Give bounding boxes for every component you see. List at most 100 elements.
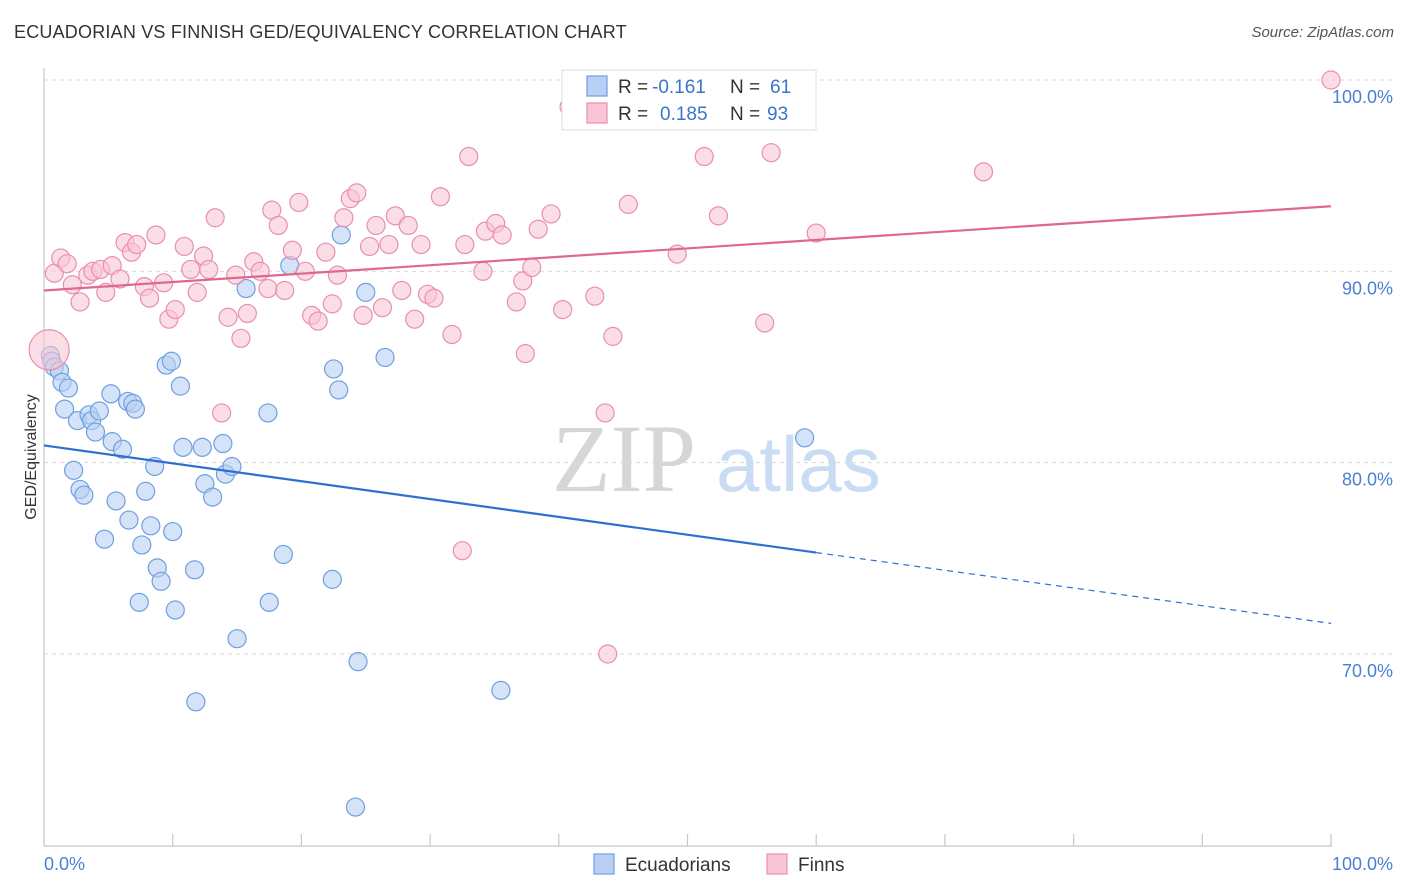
- finn-point: [398, 215, 418, 236]
- ecuadorian-point: [89, 401, 109, 421]
- ecuadorian-point: [85, 422, 106, 442]
- series-legend: Ecuadorians Finns: [593, 853, 844, 876]
- ecuadorian-point: [323, 359, 344, 379]
- finn-point: [205, 208, 225, 228]
- ecuadorian-point: [795, 428, 815, 448]
- finn-point: [57, 254, 77, 274]
- finn-point: [174, 236, 194, 257]
- finn-point: [1321, 70, 1341, 90]
- ecuadorian-point: [331, 225, 351, 245]
- finn-point: [347, 183, 367, 203]
- finn-point: [327, 265, 348, 285]
- legend-r-value-1: -0.161: [652, 77, 706, 98]
- finn-point: [316, 242, 336, 262]
- finn-point: [755, 313, 775, 333]
- finn-point: [226, 265, 246, 285]
- finn-point: [522, 257, 542, 278]
- ecuadorian-point: [173, 437, 193, 457]
- ecuadorian-point: [273, 544, 293, 565]
- finn-point: [127, 234, 147, 255]
- finn-point: [295, 261, 315, 281]
- ecuadorian-point: [151, 571, 171, 591]
- finn-point: [199, 259, 219, 280]
- finn-point: [595, 403, 615, 423]
- finn-point: [492, 225, 512, 245]
- finn-point: [708, 206, 728, 226]
- finn-point: [424, 288, 444, 308]
- finn-point: [322, 294, 342, 314]
- ecuadorians-trend-extension: [816, 551, 1332, 624]
- finn-point: [473, 261, 493, 281]
- ecuadorian-point: [345, 797, 366, 817]
- finn-point: [28, 329, 70, 371]
- y-tick-label: 80.0%: [1342, 470, 1393, 490]
- ecuadorian-point: [132, 535, 152, 555]
- finn-point: [275, 280, 295, 301]
- finn-point: [237, 303, 257, 324]
- legend-n-value-1: 61: [770, 77, 791, 98]
- finn-point: [459, 146, 479, 167]
- ecuadorian-point: [163, 521, 183, 542]
- finn-point: [585, 286, 605, 306]
- ecuadorian-point: [375, 347, 395, 368]
- ecuadorian-point: [64, 460, 84, 480]
- finn-point: [62, 275, 82, 295]
- grid-lines: [44, 79, 1392, 655]
- ecuadorian-point: [186, 692, 206, 712]
- ecuadorian-point: [136, 481, 156, 501]
- finn-point: [360, 236, 380, 257]
- finn-point: [218, 307, 238, 327]
- ecuadorian-point: [348, 652, 368, 672]
- source-label: Source: ZipAtlas.com: [1251, 24, 1394, 41]
- x-tick-label-min: 0.0%: [44, 854, 85, 874]
- ecuadorian-point: [106, 491, 126, 511]
- ecuadorian-point: [213, 433, 233, 454]
- finn-point: [973, 162, 994, 182]
- trend-lines: [43, 205, 1332, 624]
- finn-point: [618, 194, 638, 214]
- finn-point: [139, 288, 160, 308]
- legend-r-value-2: 0.185: [660, 104, 708, 125]
- finn-point: [541, 204, 561, 224]
- legend-r-label-1: R =: [618, 77, 648, 98]
- ecuadorian-point: [227, 629, 247, 649]
- finn-point: [553, 300, 573, 320]
- finn-point: [385, 206, 405, 226]
- finn-point: [603, 326, 623, 346]
- finn-point: [411, 234, 431, 255]
- y-axis-label: GED/Equivalency: [23, 394, 40, 519]
- y-tick-label: 70.0%: [1342, 661, 1393, 681]
- ecuadorians-points: [40, 225, 815, 817]
- finn-point: [372, 298, 393, 318]
- ecuadorian-point: [258, 403, 278, 423]
- legend-pink-swatch: [586, 102, 608, 124]
- finn-point: [761, 143, 781, 163]
- ecuadorian-point: [329, 380, 349, 400]
- y-tick-label: 90.0%: [1342, 278, 1393, 298]
- legend-n-label-1: N =: [730, 77, 760, 98]
- finn-point: [334, 208, 354, 228]
- ecuadorian-point: [161, 351, 182, 371]
- finn-point: [353, 305, 373, 325]
- finn-point: [528, 219, 548, 239]
- y-tick-labels: 70.0% 80.0% 90.0% 100.0%: [1332, 87, 1393, 681]
- finn-point: [282, 240, 302, 260]
- ecuadorian-point: [119, 510, 139, 530]
- correlation-legend: R = -0.161 N = 61 R = 0.185 N = 93: [561, 69, 817, 131]
- bottom-legend-finns: Finns: [798, 855, 844, 876]
- y-tick-label: 100.0%: [1332, 87, 1393, 107]
- finn-point: [231, 328, 251, 348]
- ecuadorian-point: [141, 516, 161, 536]
- finn-point: [289, 192, 309, 213]
- ecuadorian-point: [112, 439, 133, 459]
- finn-point: [694, 146, 714, 167]
- bottom-legend-ecuadorians: Ecuadorians: [625, 855, 731, 876]
- finn-point: [405, 309, 425, 329]
- finn-point: [110, 269, 130, 289]
- finns-trend-line: [43, 205, 1332, 292]
- x-ticks: [43, 834, 1332, 846]
- finn-point: [308, 311, 328, 331]
- legend-n-label-2: N =: [730, 104, 760, 125]
- legend-r-label-2: R =: [618, 104, 648, 125]
